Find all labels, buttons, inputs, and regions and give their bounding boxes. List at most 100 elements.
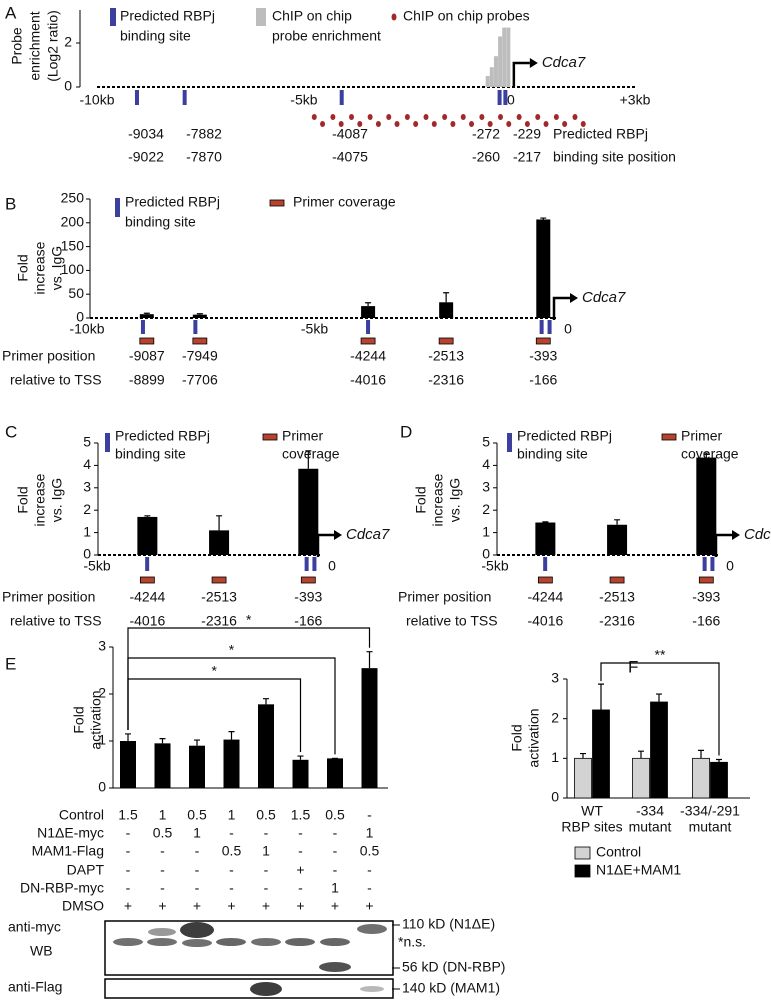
primer-coverage: [535, 337, 551, 345]
band: [285, 938, 315, 946]
table-cell: -: [367, 862, 372, 878]
table-cell: 0.5: [222, 843, 242, 859]
panel-label: D: [400, 422, 412, 441]
primer-coverage: [192, 337, 208, 345]
primer-label: relative to TSS: [10, 613, 102, 629]
primer-position: -166: [529, 372, 557, 388]
bar: [154, 743, 171, 788]
x-tick-label: +3kb: [620, 92, 651, 108]
table-cell: +: [158, 898, 166, 914]
enrichment-bar: [489, 67, 494, 87]
tss-arrow: [714, 533, 732, 557]
bar: [650, 701, 668, 799]
tss-arrow: [316, 533, 334, 557]
bar: [189, 745, 205, 788]
x-tick-label: WT: [581, 803, 603, 819]
table-cell: -: [126, 843, 131, 859]
binding-site: [134, 90, 139, 105]
blot-frame: [104, 978, 394, 999]
binding-site: [366, 320, 371, 334]
x-tick-label: -5kb: [481, 558, 508, 574]
table-cell: -: [264, 880, 269, 896]
legend-label: Predicted RBPj: [517, 428, 612, 444]
probe: [562, 121, 568, 127]
legend-label: binding site: [125, 214, 196, 230]
y-axis-label: Fold: [71, 706, 87, 733]
legend-label: coverage: [681, 446, 739, 462]
table-cell: -: [298, 843, 303, 859]
y-tick-label: 0: [76, 309, 84, 325]
table-cell: -: [195, 862, 200, 878]
table-row-label: DN-RBP-myc: [20, 880, 104, 896]
table-cell: +: [227, 898, 235, 914]
primer-position: -2513: [599, 589, 635, 605]
y-axis-label: increase: [32, 241, 48, 294]
binding-site: [182, 90, 187, 105]
binding-site: [312, 557, 317, 571]
y-axis-label: vs. IgG: [447, 478, 463, 522]
probe: [498, 114, 503, 120]
y-tick-label: 250: [61, 190, 85, 206]
primer-position: -4016: [129, 613, 165, 629]
primer-position: -4244: [129, 589, 165, 605]
table-cell: 1.5: [118, 807, 138, 823]
y-tick-label: 2: [83, 501, 91, 517]
primer-label: Primer position: [398, 589, 491, 605]
probe: [404, 114, 410, 120]
primer-position: -2316: [201, 613, 237, 629]
site-position: -229: [513, 126, 541, 142]
table-cell: 0.5: [325, 807, 345, 823]
error-bar: [540, 217, 547, 220]
probe: [580, 121, 586, 127]
y-axis-label: activation: [88, 690, 104, 749]
error-bar: [228, 731, 235, 740]
y-tick-label: 1: [98, 732, 106, 748]
bar: [139, 314, 154, 318]
x-tick-label: -334/-291: [680, 803, 740, 819]
table-cell: +: [124, 898, 132, 914]
bar: [692, 757, 710, 799]
x-tick-label: 0: [564, 321, 572, 337]
binding-site: [539, 320, 544, 334]
table-cell: +: [193, 898, 201, 914]
bar: [327, 758, 343, 788]
site-position-label: binding site position: [553, 149, 676, 165]
binding-site: [497, 90, 502, 105]
table-row-label: DAPT: [67, 862, 105, 878]
legend-swatch: [507, 433, 512, 452]
bar: [710, 761, 728, 799]
table-cell: -: [298, 880, 303, 896]
y-axis-label: increase: [32, 473, 48, 526]
band: [180, 922, 214, 938]
y-tick-label: 0: [83, 546, 91, 562]
probe: [460, 114, 466, 120]
binding-site: [145, 557, 150, 571]
y-tick-label: 1: [83, 523, 91, 539]
site-position-label: Predicted RBPj: [553, 126, 648, 142]
primer-position: -393: [294, 589, 322, 605]
error-bar: [716, 758, 722, 763]
legend-label: ChIP on chip: [272, 8, 352, 24]
error-bar: [638, 750, 644, 759]
error-bar: [366, 651, 373, 669]
error-bar: [143, 312, 150, 315]
legend-swatch: [269, 199, 285, 207]
table-cell: -: [264, 825, 269, 841]
probe: [330, 114, 336, 120]
band: [148, 928, 176, 936]
enrichment-bar: [485, 76, 490, 87]
band: [147, 938, 177, 946]
significance-bracket: [600, 662, 720, 756]
bar: [361, 668, 378, 788]
tss-arrowhead: [334, 530, 342, 540]
error-bar: [698, 749, 704, 759]
primer-coverage: [139, 576, 155, 584]
significance-bracket: [127, 678, 302, 753]
legend-label: binding site: [120, 28, 191, 44]
binding-site: [543, 557, 548, 571]
table-cell: -: [333, 825, 338, 841]
tss-arrowhead: [732, 530, 740, 540]
table-cell: -: [264, 862, 269, 878]
band: [251, 938, 281, 946]
